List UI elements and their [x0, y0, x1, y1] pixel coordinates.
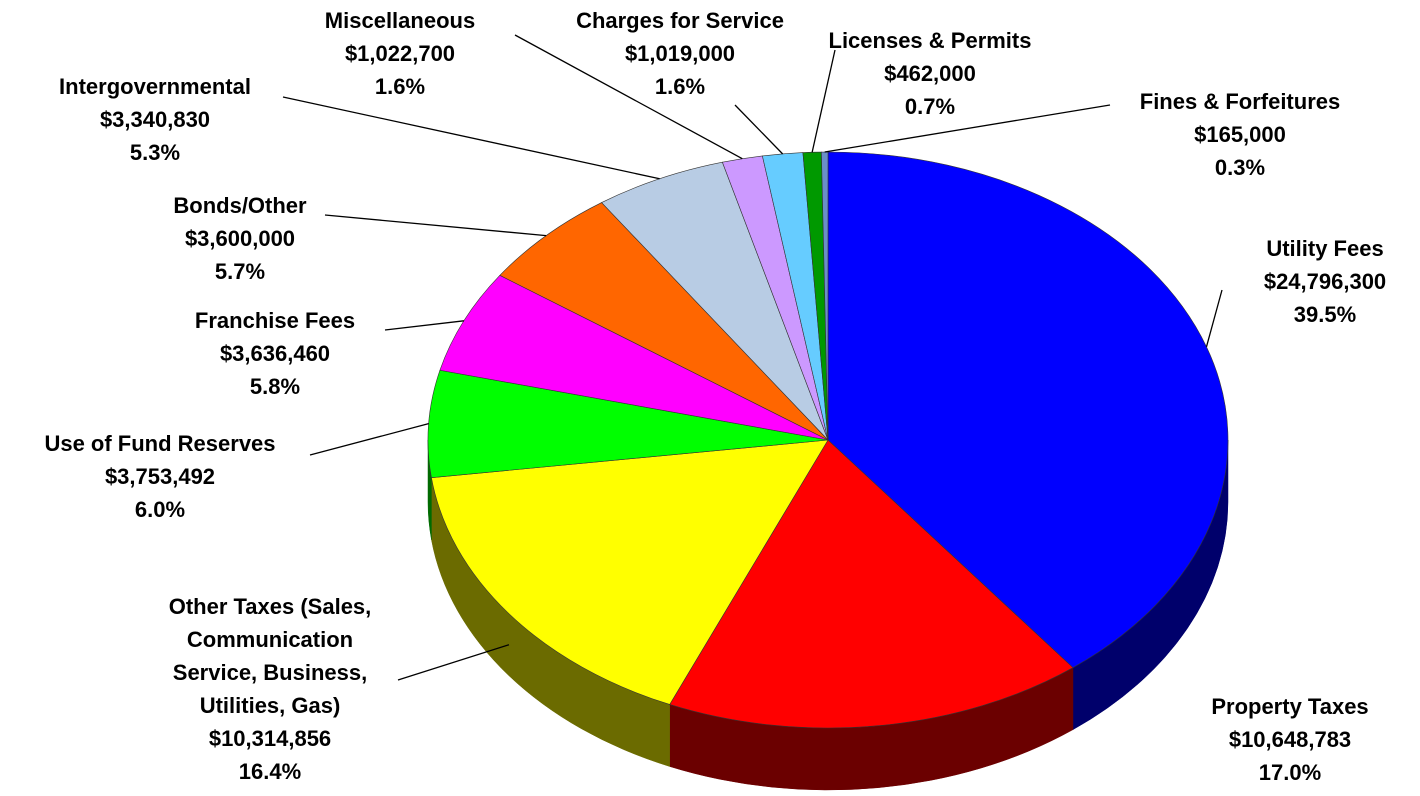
- slice-label: Bonds/Other $3,600,000 5.7%: [173, 193, 307, 284]
- slice: [439, 274, 829, 441]
- value-label: $10,314,856: [209, 726, 331, 751]
- slice-label: Other Taxes (Sales, Communication Service,…: [169, 594, 372, 784]
- slice: [431, 439, 829, 705]
- leader-line: [309, 423, 429, 456]
- category-label: Other Taxes (Sales, Communication Service,…: [169, 594, 372, 718]
- leader-line: [282, 96, 660, 180]
- leader-line: [324, 214, 547, 237]
- category-label: Bonds/Other: [173, 193, 307, 218]
- slice-label: Fines & Forfeitures $165,000 0.3%: [1140, 89, 1340, 180]
- leader-line: [811, 49, 836, 153]
- slice: [669, 439, 1074, 729]
- percent-label: 5.3%: [130, 140, 180, 165]
- leader-line: [514, 34, 743, 160]
- value-label: $3,753,492: [105, 464, 215, 489]
- category-label: Use of Fund Reserves: [44, 431, 275, 456]
- value-label: $1,022,700: [345, 41, 455, 66]
- percent-label: 17.0%: [1259, 760, 1321, 785]
- leader-line: [734, 104, 784, 155]
- slice: [601, 161, 829, 441]
- category-label: Property Taxes: [1211, 694, 1368, 719]
- slice-label: Franchise Fees $3,636,460 5.8%: [195, 308, 355, 399]
- category-label: Licenses & Permits: [829, 28, 1032, 53]
- value-label: $1,019,000: [625, 41, 735, 66]
- slice: [499, 202, 829, 441]
- slice-label: Use of Fund Reserves $3,753,492 6.0%: [44, 431, 275, 522]
- leader-line: [824, 104, 1111, 153]
- slice-label: Utility Fees $24,796,300 39.5%: [1264, 236, 1386, 327]
- category-label: Fines & Forfeitures: [1140, 89, 1340, 114]
- percent-label: 16.4%: [239, 759, 301, 784]
- slice-label: Miscellaneous $1,022,700 1.6%: [325, 8, 475, 99]
- percent-label: 0.7%: [905, 94, 955, 119]
- value-label: $3,600,000: [185, 226, 295, 251]
- value-label: $462,000: [884, 61, 976, 86]
- slice-label: Property Taxes $10,648,783 17.0%: [1211, 694, 1368, 785]
- leader-line: [397, 644, 510, 681]
- leader-line: [384, 320, 464, 331]
- percent-label: 0.3%: [1215, 155, 1265, 180]
- value-label: $3,636,460: [220, 341, 330, 366]
- percent-label: 1.6%: [655, 74, 705, 99]
- slice: [827, 151, 1229, 669]
- slice-label: Intergovernmental $3,340,830 5.3%: [59, 74, 251, 165]
- category-label: Charges for Service: [576, 8, 784, 33]
- value-label: $3,340,830: [100, 107, 210, 132]
- percent-label: 39.5%: [1294, 302, 1356, 327]
- category-label: Franchise Fees: [195, 308, 355, 333]
- leader-line: [1205, 289, 1223, 347]
- category-label: Miscellaneous: [325, 8, 475, 33]
- slice-label: Licenses & Permits $462,000 0.7%: [829, 28, 1032, 119]
- slice-label: Charges for Service $1,019,000 1.6%: [576, 8, 784, 99]
- percent-label: 5.8%: [250, 374, 300, 399]
- value-label: $165,000: [1194, 122, 1286, 147]
- percent-label: 5.7%: [215, 259, 265, 284]
- percent-label: 6.0%: [135, 497, 185, 522]
- category-label: Intergovernmental: [59, 74, 251, 99]
- value-label: $24,796,300: [1264, 269, 1386, 294]
- value-label: $10,648,783: [1229, 727, 1351, 752]
- percent-label: 1.6%: [375, 74, 425, 99]
- category-label: Utility Fees: [1266, 236, 1383, 261]
